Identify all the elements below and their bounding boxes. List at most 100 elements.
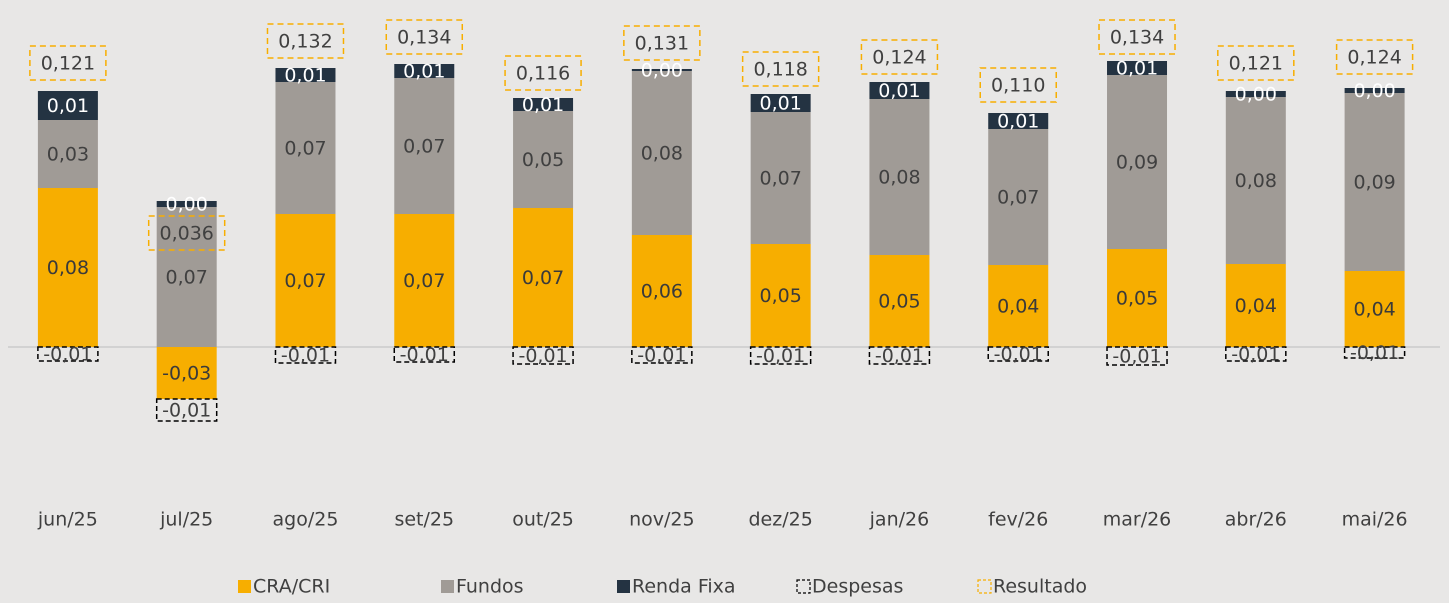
- total-box: [266, 23, 345, 59]
- value-label: -0,01: [1112, 346, 1161, 368]
- value-label: 0,05: [1116, 288, 1158, 310]
- total-box: [623, 25, 701, 61]
- total-label: 0,118: [753, 59, 807, 81]
- legend-swatch: [977, 579, 992, 594]
- total-box: [979, 67, 1057, 103]
- value-label: -0,01: [875, 345, 924, 367]
- bar-segment: [1225, 264, 1286, 347]
- bar-segment: [988, 113, 1049, 129]
- bar-segment: [988, 265, 1049, 347]
- bar-segment: [869, 82, 930, 99]
- bar-segment: [394, 64, 455, 78]
- bar-segment: [749, 346, 812, 365]
- bar-segment: [1343, 346, 1406, 359]
- x-tick-label: jun/25: [37, 509, 98, 531]
- total-label: 0,110: [991, 75, 1045, 97]
- total-label: 0,116: [516, 63, 570, 85]
- bar-segment: [393, 346, 456, 363]
- value-label: 0,01: [759, 93, 801, 115]
- total-box: [385, 19, 464, 55]
- bar-segment: [155, 398, 218, 422]
- value-label: 0,01: [284, 65, 326, 87]
- value-label: 0,06: [641, 281, 683, 303]
- bar-segment: [1344, 88, 1405, 93]
- value-label: -0,01: [756, 345, 805, 367]
- bar-segment: [750, 94, 811, 112]
- value-label: 0,05: [878, 291, 920, 313]
- total-label: 0,134: [1110, 27, 1164, 49]
- x-tick-label: mai/26: [1342, 509, 1408, 531]
- value-label: -0,01: [281, 345, 330, 367]
- x-tick-label: abr/26: [1225, 509, 1287, 531]
- total-label: 0,134: [397, 27, 451, 49]
- bar-segment: [156, 207, 217, 347]
- value-label: -0,01: [1231, 344, 1280, 366]
- bar-segment: [750, 112, 811, 244]
- value-label: -0,01: [637, 345, 686, 367]
- total-box: [147, 215, 226, 251]
- x-tick-label: set/25: [394, 509, 454, 531]
- value-label: 0,04: [1353, 299, 1395, 321]
- value-label: 0,01: [997, 111, 1039, 133]
- bar-segment: [275, 68, 336, 82]
- total-label: 0,121: [1229, 53, 1283, 75]
- bar-segment: [1344, 271, 1405, 347]
- value-label: 0,00: [1235, 84, 1277, 106]
- x-tick-label: jan/26: [869, 509, 930, 531]
- legend-swatch: [796, 579, 811, 594]
- bar-segment: [868, 346, 931, 365]
- legend-label: Resultado: [993, 576, 1087, 598]
- value-label: 0,00: [166, 194, 208, 216]
- value-label: 0,01: [1116, 58, 1158, 80]
- value-label: -0,01: [162, 400, 211, 422]
- value-label: 0,00: [1353, 80, 1395, 102]
- bar-segment: [988, 129, 1049, 265]
- x-tick-label: mar/26: [1103, 509, 1172, 531]
- bar-segment: [275, 214, 336, 347]
- legend-swatch: [238, 580, 251, 593]
- bar-segment: [1225, 97, 1286, 264]
- value-label: -0,01: [43, 344, 92, 366]
- total-label: 0,121: [41, 53, 95, 75]
- total-box: [741, 51, 820, 87]
- value-label: 0,09: [1353, 172, 1395, 194]
- value-label: 0,01: [878, 80, 920, 102]
- value-label: 0,01: [522, 94, 564, 116]
- bar-segment: [869, 99, 930, 255]
- bar-segment: [513, 208, 574, 347]
- bar-segment: [394, 214, 455, 347]
- total-label: 0,124: [872, 47, 926, 69]
- total-label: 0,036: [159, 223, 213, 245]
- bar-segment: [1107, 249, 1168, 347]
- bar-segment: [37, 188, 98, 347]
- bar-segment: [37, 91, 98, 120]
- x-tick-label: jul/25: [159, 509, 213, 531]
- bar-segment: [513, 111, 574, 208]
- bar-segment: [275, 82, 336, 214]
- total-label: 0,131: [635, 33, 689, 55]
- value-label: -0,03: [162, 363, 211, 385]
- legend-label: Renda Fixa: [632, 576, 736, 598]
- value-label: 0,07: [522, 267, 564, 289]
- value-label: 0,08: [641, 143, 683, 165]
- x-tick-label: fev/26: [988, 509, 1048, 531]
- value-label: -0,01: [994, 344, 1043, 366]
- value-label: 0,05: [522, 149, 564, 171]
- bar-segment: [631, 346, 693, 364]
- bar-segment: [631, 71, 692, 235]
- bar-segment: [156, 347, 217, 399]
- x-tick-label: out/25: [512, 509, 574, 531]
- value-label: 0,08: [878, 167, 920, 189]
- value-label: 0,07: [997, 187, 1039, 209]
- total-label: 0,124: [1347, 47, 1401, 69]
- value-label: 0,05: [759, 285, 801, 307]
- value-label: 0,04: [1235, 295, 1277, 317]
- value-label: -0,01: [400, 344, 449, 366]
- value-label: 0,00: [641, 60, 683, 82]
- bar-segment: [631, 69, 692, 71]
- bar-segment: [37, 120, 98, 188]
- value-label: 0,08: [1235, 170, 1277, 192]
- legend-label: CRA/CRI: [253, 576, 330, 598]
- value-label: 0,07: [284, 270, 326, 292]
- legend-label: Despesas: [812, 576, 903, 598]
